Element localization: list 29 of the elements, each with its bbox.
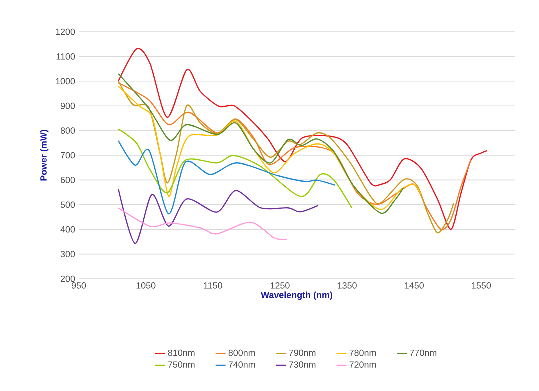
legend-label: 800nm — [228, 350, 256, 356]
y-tick-label: 600 — [60, 177, 76, 184]
y-axis-title: Power (mW) — [40, 130, 49, 181]
x-tick-label: 1550 — [472, 282, 492, 289]
y-tick-label: 1000 — [56, 78, 76, 85]
x-tick-label: 1250 — [270, 282, 290, 289]
x-tick-label: 1350 — [338, 282, 357, 289]
y-tick-label: 700 — [60, 152, 76, 159]
y-tick-label: 500 — [60, 202, 76, 208]
x-axis-title: Wavelength (nm) — [261, 292, 333, 300]
y-tick-label: 1200 — [56, 28, 76, 36]
x-tick-label: 1050 — [136, 282, 156, 289]
x-tick-label: 950 — [72, 282, 86, 289]
legend-label: 780nm — [350, 350, 376, 356]
legend-label: 750nm — [168, 362, 195, 368]
legend-label: 810nm — [168, 350, 195, 356]
y-tick-label: 800 — [60, 128, 76, 134]
x-tick-label: 1150 — [204, 282, 222, 289]
x-tick-label: 1450 — [405, 282, 424, 289]
y-tick-label: 200 — [60, 276, 76, 282]
y-tick-label: 400 — [60, 226, 76, 233]
y-tick-label: 900 — [60, 102, 76, 110]
legend-label: 730nm — [289, 362, 316, 368]
legend-label: 770nm — [410, 350, 437, 356]
y-tick-label: 300 — [60, 251, 76, 258]
y-tick-label: 1100 — [56, 54, 76, 60]
legend-label: 790nm — [289, 350, 316, 356]
legend-label: 720nm — [350, 362, 376, 368]
legend-label: 740nm — [228, 362, 256, 368]
